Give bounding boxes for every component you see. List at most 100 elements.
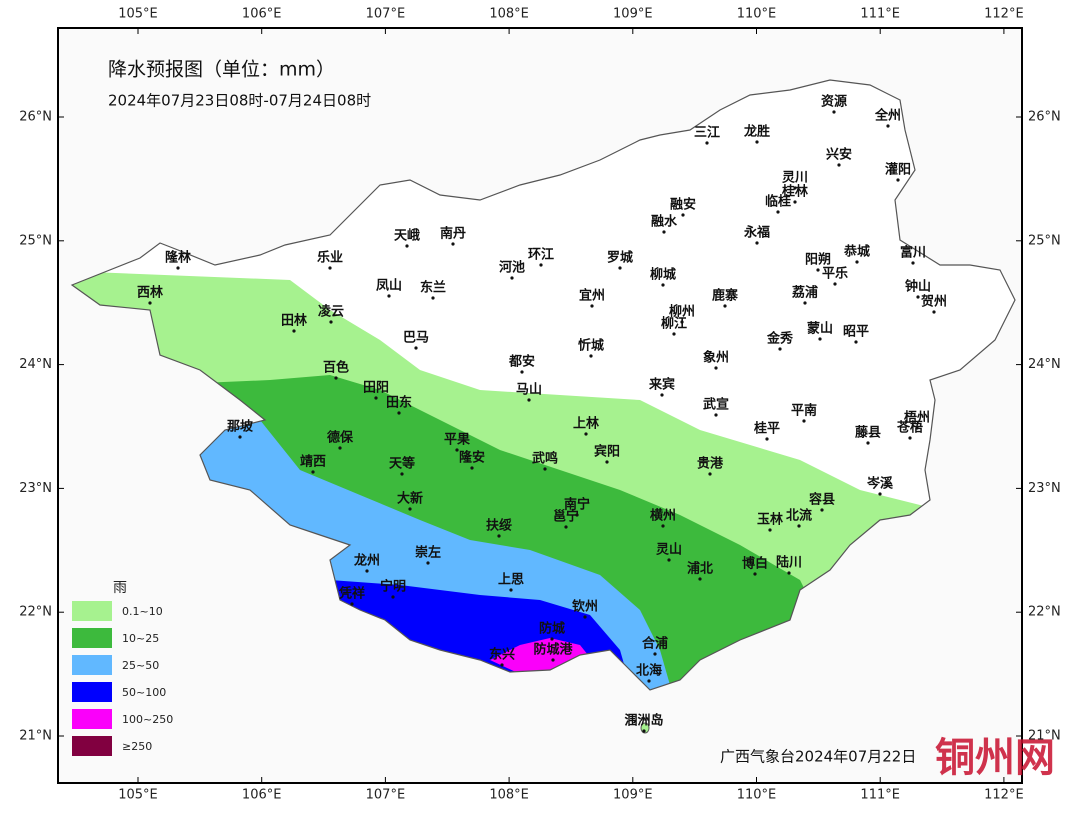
city-dot: [311, 470, 315, 474]
city-label: 合浦: [642, 636, 668, 652]
city-dot: [500, 663, 504, 667]
city-dot: [768, 528, 772, 532]
legend-swatch: [72, 601, 112, 621]
city-label: 天等: [389, 456, 415, 472]
city-label: 凌云: [318, 304, 344, 320]
city-dot: [833, 282, 837, 286]
city-dot: [787, 571, 791, 575]
watermark: 铜州网: [935, 735, 1055, 781]
city-dot: [714, 366, 718, 370]
city-label: 钟山: [905, 279, 931, 295]
subtitle: 2024年07月23日08时-07月24日08时: [108, 92, 371, 110]
city-label: 平南: [791, 403, 817, 419]
city-label: 马山: [516, 382, 542, 398]
city-dot: [803, 301, 807, 305]
legend-swatch: [72, 682, 112, 702]
city-dot: [681, 213, 685, 217]
city-label: 象州: [703, 350, 729, 366]
legend-swatch: [72, 709, 112, 729]
labels: 105°E 105°E 106°E 106°E 107°E 107°E 108°E 108°E…: [19, 7, 1061, 803]
city-dot: [405, 244, 409, 248]
city-label: 都安: [508, 354, 535, 370]
city-dot: [329, 320, 333, 324]
lon-label: 111°E: [860, 7, 900, 22]
city-dot: [753, 572, 757, 576]
city-dot: [911, 261, 915, 265]
city-label: 藤县: [855, 425, 881, 441]
lat-label: 24°N: [1028, 357, 1061, 372]
city-dot: [455, 448, 459, 452]
city-dot: [470, 466, 474, 470]
city-label: 荔浦: [791, 285, 818, 301]
city-dot: [832, 110, 836, 114]
city-label: 上思: [498, 573, 524, 588]
city-label: 临桂: [765, 194, 791, 210]
city-dot: [932, 310, 936, 314]
city-dot: [854, 340, 858, 344]
city-dot: [705, 141, 709, 145]
city-label: 宁明: [380, 579, 406, 595]
city-dot: [564, 525, 568, 529]
city-dot: [672, 332, 676, 336]
city-dot: [797, 524, 801, 528]
city-dot: [667, 558, 671, 562]
legend-label: 25~50: [122, 659, 159, 672]
lat-label: 24°N: [19, 357, 52, 372]
city-label: 田东: [386, 395, 412, 411]
city-dot: [350, 602, 354, 606]
city-label: 横州: [650, 508, 676, 524]
city-label: 金秀: [766, 331, 794, 347]
city-dot: [765, 437, 769, 441]
lon-label: 106°E: [242, 788, 282, 803]
city-label: 阳朔: [805, 252, 831, 268]
city-label: 玉林: [757, 512, 783, 528]
city-dot: [584, 432, 588, 436]
city-label: 宜州: [579, 288, 605, 304]
city-label: 恭城: [843, 244, 870, 260]
city-dot: [589, 354, 593, 358]
city-label: 武宣: [703, 397, 729, 413]
city-dot: [497, 534, 501, 538]
city-dot: [520, 370, 524, 374]
lon-label: 112°E: [984, 7, 1024, 22]
lon-label: 110°E: [737, 7, 777, 22]
city-dot: [509, 588, 513, 592]
city-dot: [148, 301, 152, 305]
city-label: 武鸣: [532, 451, 558, 467]
footer: 广西气象台2024年07月22日: [720, 748, 916, 766]
city-label: 北流: [786, 508, 812, 524]
legend-label: 100~250: [122, 713, 173, 726]
city-dot: [431, 296, 435, 300]
city-label: 柳城: [650, 267, 676, 283]
legend-title: 雨: [113, 580, 127, 596]
lon-label: 109°E: [613, 7, 653, 22]
city-label: 蒙山: [807, 321, 833, 337]
city-label: 灵川: [782, 171, 808, 186]
title: 降水预报图（单位：mm）: [108, 59, 335, 81]
city-label: 桂平: [753, 421, 780, 437]
city-dot: [647, 679, 651, 683]
city-label: 北海: [636, 663, 662, 679]
city-dot: [391, 595, 395, 599]
lat-label: 23°N: [1028, 481, 1061, 496]
city-label: 兴安: [826, 147, 852, 163]
lat-label: 23°N: [19, 481, 52, 496]
city-dot: [510, 276, 514, 280]
city-dot: [896, 178, 900, 182]
city-label: 资源: [821, 94, 847, 110]
city-label: 全州: [874, 108, 901, 124]
city-label: 钦州: [571, 599, 598, 615]
city-label: 桂林: [781, 184, 808, 200]
city-dot: [755, 140, 759, 144]
city-dot: [793, 200, 797, 204]
city-dot: [776, 210, 780, 214]
city-label: 东兰: [420, 280, 446, 296]
city-label: 防城: [539, 621, 565, 637]
city-dot: [680, 320, 684, 324]
lon-label: 107°E: [366, 788, 406, 803]
city-label: 永福: [743, 225, 770, 241]
lon-label: 105°E: [118, 7, 158, 22]
city-label: 崇左: [415, 545, 441, 561]
city-label: 龙胜: [744, 124, 770, 140]
